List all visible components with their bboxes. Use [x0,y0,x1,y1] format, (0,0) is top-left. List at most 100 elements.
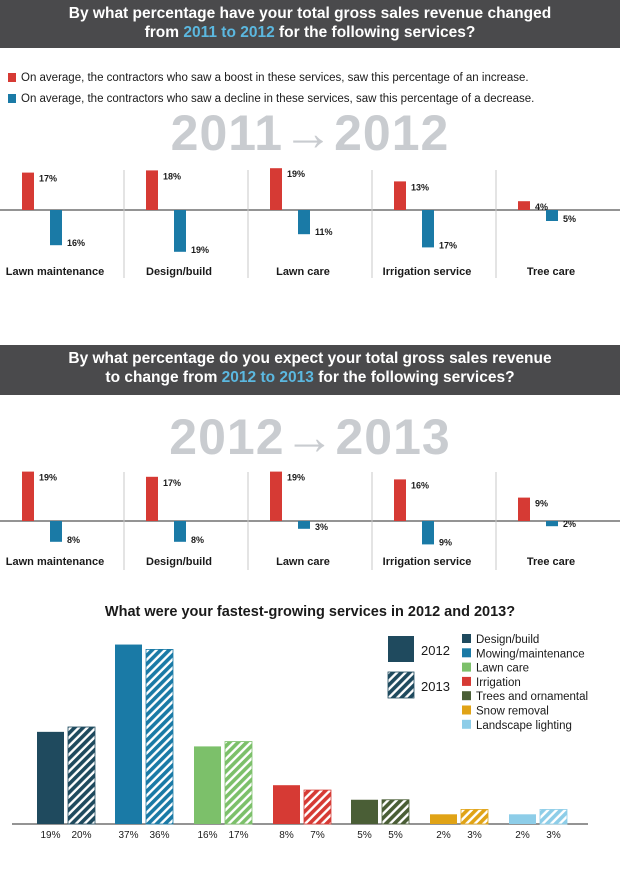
bar-2013-irrigation [303,789,332,825]
label-decrease-lawn-maintenance: 8% [67,535,80,545]
label-2012-design-build: 19% [40,830,60,841]
bar-2012-mowing-maintenance [115,644,142,824]
section1-header: By what percentage have your total gross… [0,0,620,48]
legend-2012-swatch [388,636,414,662]
legend-label-design-build: Design/build [476,634,539,646]
label-2013-landscape-lighting: 3% [546,830,561,841]
legend-increase-swatch [8,73,16,82]
legend-swatch-snow-removal [462,705,471,715]
category-label-design-build: Design/build [146,266,212,278]
legend-label-mowing-maintenance: Mowing/maintenance [476,648,585,660]
category-label-irrigation-service: Irrigation service [383,556,472,568]
bar-2013-landscape-lighting [539,809,568,825]
label-2013-trees-and-ornamental: 5% [388,830,403,841]
label-increase-lawn-care: 19% [287,169,305,179]
label-increase-tree-care: 4% [535,202,548,212]
bar-2012-design-build [37,731,64,824]
section2-year-range: 2012 to 2013 [221,369,314,386]
bar-decrease-lawn-maintenance [50,210,62,246]
label-increase-lawn-maintenance: 17% [39,174,57,184]
label-increase-design-build: 17% [163,478,181,488]
bar-2013-mowing-maintenance [145,648,174,825]
label-increase-design-build: 18% [163,171,181,181]
section1-big-year: 2011→2012 [170,105,450,161]
bar-2012-trees-and-ornamental [351,799,378,824]
section2-question-suffix: for the following services? [313,369,515,386]
bar-2013-trees-and-ornamental [381,799,410,825]
chart-fastest-growing: 19% 20% 37% 36% 16% 17% 8% 7% 5% 5% 2% 3% 2% 3% 2012 20… [12,634,588,841]
category-label-lawn-maintenance: Lawn maintenance [6,556,104,568]
label-2012-lawn-care: 16% [197,830,217,841]
label-decrease-lawn-care: 3% [315,522,328,532]
legend-label-lawn-care: Lawn care [476,663,529,675]
legend-decrease: On average, the contractors who saw a de… [8,93,534,105]
bar-2013-lawn-care [224,741,253,825]
category-label-design-build: Design/build [146,556,212,568]
legend-decrease-text: On average, the contractors who saw a de… [21,93,535,105]
label-increase-lawn-maintenance: 19% [39,473,57,483]
bar-increase-design-build [146,170,158,210]
chart-2012-2013: 19% 8% Lawn maintenance 17% 8% Design/build 19… [0,471,620,570]
label-increase-tree-care: 9% [535,499,548,509]
legend-swatch-irrigation [462,676,471,686]
section2-header: By what percentage do you expect your to… [0,345,620,395]
section1-question-line1: By what percentage have your total gross… [68,5,552,22]
bar-decrease-tree-care [546,210,558,221]
legend-increase: On average, the contractors who saw a bo… [8,72,529,84]
bar-2012-irrigation [273,785,300,824]
section1-question-suffix: for the following services? [274,24,476,41]
legend-2013-label: 2013 [421,679,450,694]
section2-question-line2: to change from 2012 to 2013 for the foll… [0,368,620,387]
label-2012-snow-removal: 2% [436,830,451,841]
label-2012-irrigation: 8% [279,830,294,841]
legend-label-landscape-lighting: Landscape lighting [476,720,572,732]
bar-2013-design-build [67,726,96,825]
bar-increase-tree-care [518,201,530,210]
section1-year-range: 2011 to 2012 [183,24,275,41]
legend-label-irrigation: Irrigation [476,677,521,689]
legend-swatch-lawn-care [462,662,471,672]
bar-2013-snow-removal [460,809,489,825]
category-label-lawn-care: Lawn care [276,556,330,568]
legend-swatch-trees-and-ornamental [462,691,471,701]
legend-2013-swatch [387,671,415,699]
bar-2012-snow-removal [430,814,457,824]
bar-decrease-lawn-maintenance [50,521,62,542]
label-decrease-irrigation-service: 17% [439,240,457,250]
label-2012-trees-and-ornamental: 5% [357,830,372,841]
chart-2011-2012: 17% 16% Lawn maintenance 18% 19% Design/build… [0,168,620,278]
section2-question-prefix: to change from [105,369,222,386]
legend-increase-text: On average, the contractors who saw a bo… [21,72,529,84]
legend-decrease-swatch [8,94,16,103]
label-decrease-tree-care: 5% [563,214,576,224]
bar-increase-lawn-maintenance [22,172,34,210]
label-decrease-design-build: 8% [191,535,204,545]
section1-question-line2: from 2011 to 2012 for the following serv… [0,23,620,42]
bar-decrease-irrigation-service [422,210,434,248]
label-2013-design-build: 20% [71,830,91,841]
bar-decrease-tree-care [546,521,558,527]
label-increase-irrigation-service: 16% [411,480,429,490]
label-2012-mowing-maintenance: 37% [118,830,138,841]
legend-label-trees-and-ornamental: Trees and ornamental [476,691,588,703]
category-label-lawn-care: Lawn care [276,266,330,278]
category-label-irrigation-service: Irrigation service [383,266,472,278]
category-label-tree-care: Tree care [527,266,575,278]
bar-increase-irrigation-service [394,479,406,521]
legend-swatch-mowing-maintenance [462,648,471,658]
label-2013-snow-removal: 3% [467,830,482,841]
legend-swatch-landscape-lighting [462,719,471,729]
bar-2012-landscape-lighting [509,814,536,824]
bar-increase-irrigation-service [394,181,406,210]
bar-2012-lawn-care [194,746,221,824]
label-2013-irrigation: 7% [310,830,325,841]
category-label-tree-care: Tree care [527,556,575,568]
legend-label-snow-removal: Snow removal [476,706,549,718]
label-2013-mowing-maintenance: 36% [149,830,169,841]
section2-question-line1: By what percentage do you expect your to… [68,350,552,367]
label-2013-lawn-care: 17% [228,830,248,841]
label-decrease-lawn-care: 11% [315,227,333,237]
bar-decrease-lawn-care [298,521,310,529]
label-decrease-irrigation-service: 9% [439,537,452,547]
